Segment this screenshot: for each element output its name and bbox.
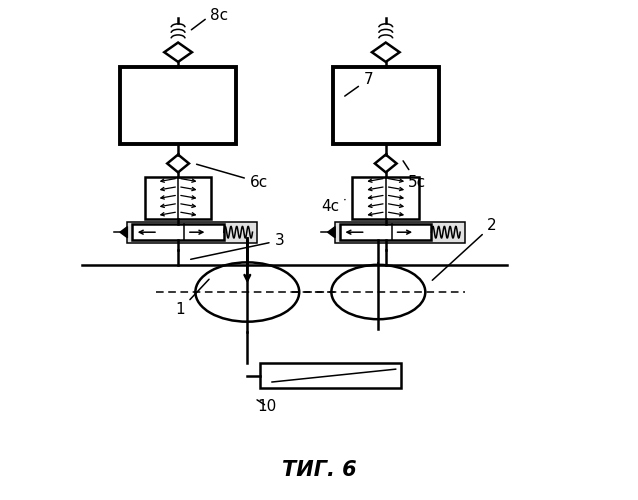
Text: 2: 2 <box>433 218 497 280</box>
Bar <box>128 222 258 242</box>
Bar <box>260 362 401 388</box>
Bar <box>340 224 431 240</box>
Bar <box>120 67 236 144</box>
Text: 1: 1 <box>175 279 209 318</box>
Text: 5c: 5c <box>403 161 426 190</box>
Bar <box>332 67 439 144</box>
Bar <box>352 178 419 220</box>
Bar <box>132 224 224 240</box>
Polygon shape <box>328 226 335 237</box>
Bar <box>335 222 465 242</box>
Polygon shape <box>120 226 128 237</box>
Text: ΤИГ. 6: ΤИГ. 6 <box>282 460 356 480</box>
Text: 7: 7 <box>345 72 373 96</box>
Text: 3: 3 <box>191 233 285 260</box>
Bar <box>145 178 211 220</box>
Text: 8c: 8c <box>191 8 228 30</box>
Text: 4c: 4c <box>322 200 345 214</box>
Text: 10: 10 <box>257 398 276 413</box>
Text: 6c: 6c <box>197 164 268 190</box>
